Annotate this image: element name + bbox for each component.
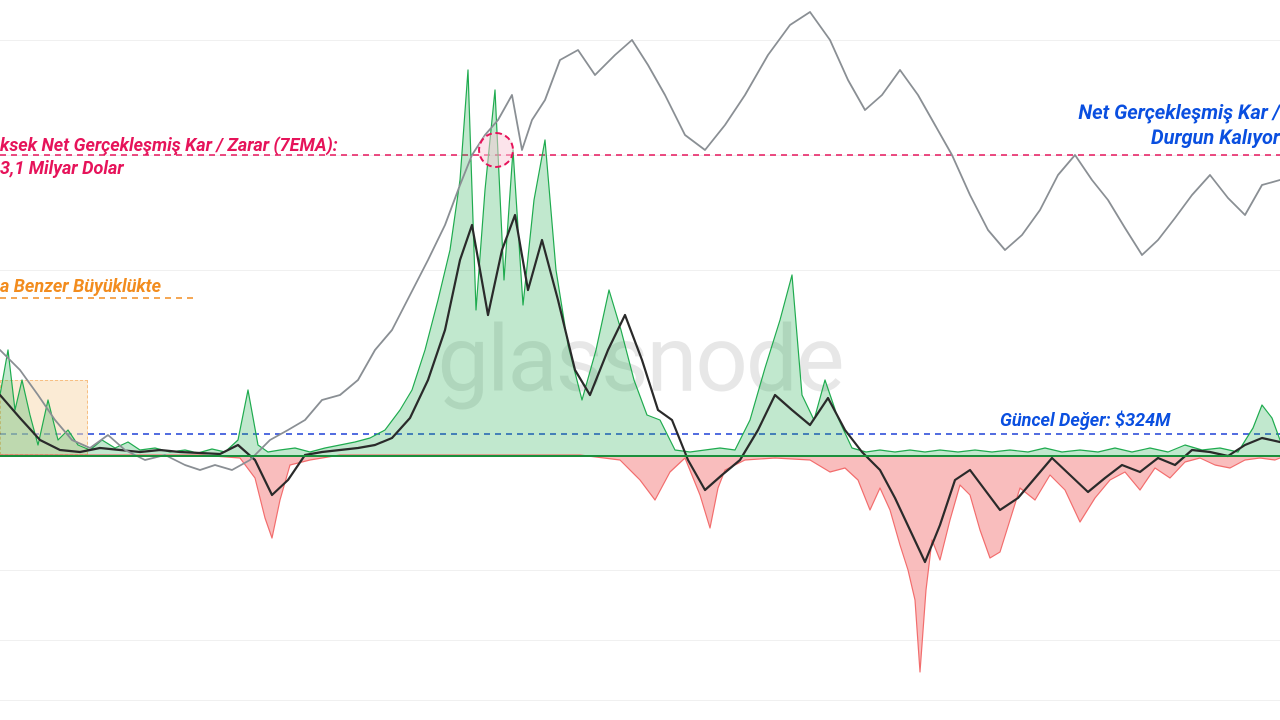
current-value-annotation: Güncel Değer: $324M — [1000, 410, 1170, 433]
peak-highlight-circle — [478, 132, 514, 168]
loss-area — [0, 455, 1280, 672]
zero-baseline — [0, 455, 1280, 457]
chart-container: glassnode ksek Net Gerçekleşmiş Kar / Za… — [0, 0, 1280, 720]
stagnant-annotation: Net Gerçekleşmiş Kar / Durgun Kalıyor — [1078, 100, 1280, 150]
peak-annotation: ksek Net Gerçekleşmiş Kar / Zarar (7EMA)… — [0, 135, 338, 180]
similar-annotation: a Benzer Büyüklükte — [0, 276, 161, 299]
